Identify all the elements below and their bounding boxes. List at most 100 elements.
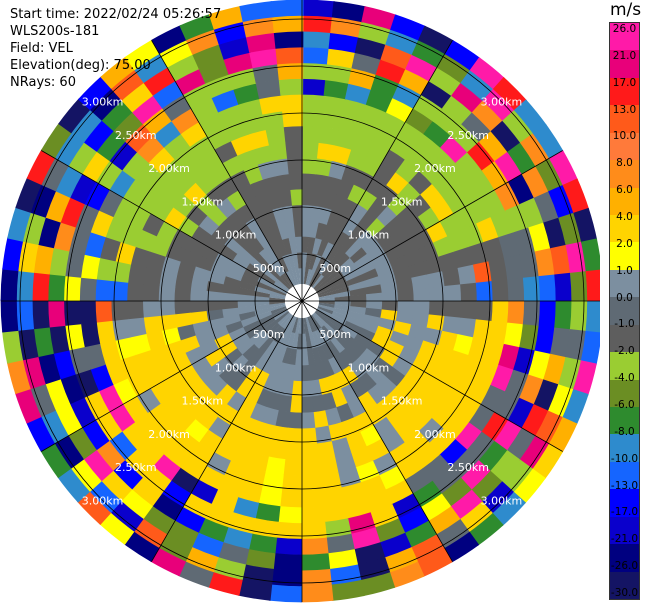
velocity-cell — [257, 314, 274, 326]
velocity-cell — [283, 125, 303, 143]
velocity-cell — [333, 353, 350, 371]
colorbar-segment — [610, 242, 639, 271]
velocity-cell — [418, 242, 439, 263]
velocity-cell — [190, 532, 224, 558]
velocity-cell — [59, 373, 85, 405]
velocity-cell — [326, 340, 341, 358]
velocity-cell — [311, 330, 322, 348]
velocity-cell — [268, 440, 288, 460]
velocity-cell — [349, 287, 367, 297]
range-label: 2.00km — [148, 428, 190, 441]
scan-info: Start time: 2022/02/24 05:26:57 WLS200s-… — [10, 6, 221, 91]
velocity-cell — [123, 530, 160, 563]
velocity-cell — [17, 327, 39, 361]
velocity-cell — [64, 323, 85, 351]
velocity-cell — [423, 256, 443, 276]
velocity-cell — [348, 311, 366, 322]
colorbar-tick-label: 17.0 — [612, 76, 637, 89]
velocity-cell — [268, 359, 283, 378]
velocity-cell — [291, 333, 299, 350]
velocity-cell — [245, 217, 263, 237]
velocity-cell — [273, 309, 289, 321]
velocity-cell — [330, 276, 347, 288]
velocity-cell — [302, 94, 325, 112]
velocity-cell — [522, 301, 541, 328]
velocity-cell — [412, 301, 430, 316]
velocity-cell — [533, 379, 559, 413]
velocity-cell — [278, 189, 293, 208]
velocity-cell — [317, 287, 334, 296]
velocity-cell — [237, 305, 255, 315]
velocity-cell — [242, 466, 266, 488]
velocity-cell — [130, 245, 152, 268]
velocity-cell — [127, 204, 152, 230]
velocity-cell — [269, 325, 283, 341]
velocity-cell — [16, 269, 35, 301]
velocity-cell — [341, 365, 359, 385]
velocity-cell — [302, 110, 323, 128]
velocity-cell — [54, 131, 85, 167]
velocity-cell — [243, 164, 264, 185]
velocity-cell — [326, 320, 342, 334]
velocity-cell — [302, 220, 311, 238]
velocity-cell — [528, 222, 551, 253]
velocity-cell — [208, 5, 245, 30]
velocity-cell — [411, 40, 447, 69]
colorbar-tick-label: -21.0 — [610, 533, 639, 546]
velocity-cell — [259, 95, 284, 115]
velocity-cell — [519, 435, 550, 471]
velocity-cell — [89, 87, 123, 121]
velocity-cell — [237, 360, 255, 379]
velocity-cell — [256, 194, 273, 214]
velocity-cell — [327, 549, 359, 570]
velocity-cell — [216, 197, 237, 219]
velocity-cell — [249, 48, 279, 69]
velocity-cell — [241, 343, 259, 361]
velocity-cell — [353, 542, 386, 566]
velocity-cell — [343, 320, 362, 334]
velocity-cell — [321, 95, 347, 115]
velocity-cell — [15, 176, 43, 213]
velocity-cell — [99, 511, 135, 545]
colorbar-tick-label: 4.0 — [616, 211, 633, 223]
velocity-cell — [277, 506, 302, 524]
velocity-cell — [466, 378, 491, 406]
velocity-cell — [279, 313, 293, 328]
velocity-cell — [223, 460, 248, 483]
velocity-cell — [482, 88, 516, 122]
colorbar-tick-label: 0.0 — [616, 291, 633, 304]
velocity-cell — [282, 314, 294, 330]
colorbar-segment — [610, 352, 639, 381]
velocity-cell — [277, 222, 289, 240]
velocity-cell — [412, 480, 443, 508]
velocity-cell — [482, 340, 505, 366]
velocity-cell — [313, 173, 330, 192]
velocity-cell — [277, 62, 304, 81]
velocity-cell — [321, 241, 335, 260]
velocity-cell — [204, 234, 225, 254]
velocity-cell — [439, 439, 468, 468]
velocity-cell — [451, 82, 484, 114]
velocity-cell — [76, 490, 112, 525]
velocity-cell — [69, 396, 96, 429]
velocity-cell — [521, 404, 549, 438]
velocity-cell — [467, 337, 489, 361]
velocity-cell — [69, 172, 97, 205]
velocity-cell — [334, 231, 350, 250]
velocity-cell — [110, 69, 145, 101]
velocity-cell — [222, 155, 245, 177]
velocity-cell — [344, 344, 362, 362]
velocity-cell — [356, 119, 381, 142]
velocity-cell — [519, 324, 539, 352]
velocity-cell — [460, 69, 495, 102]
velocity-cell — [146, 250, 167, 272]
velocity-cell — [418, 417, 444, 444]
velocity-cell — [411, 312, 430, 329]
velocity-cell — [491, 491, 526, 527]
velocity-cell — [585, 269, 600, 303]
velocity-cell — [173, 506, 206, 534]
velocity-cell — [363, 276, 381, 288]
colorbar-segment — [610, 297, 639, 326]
velocity-cell — [127, 371, 151, 397]
velocity-cell — [494, 181, 521, 212]
